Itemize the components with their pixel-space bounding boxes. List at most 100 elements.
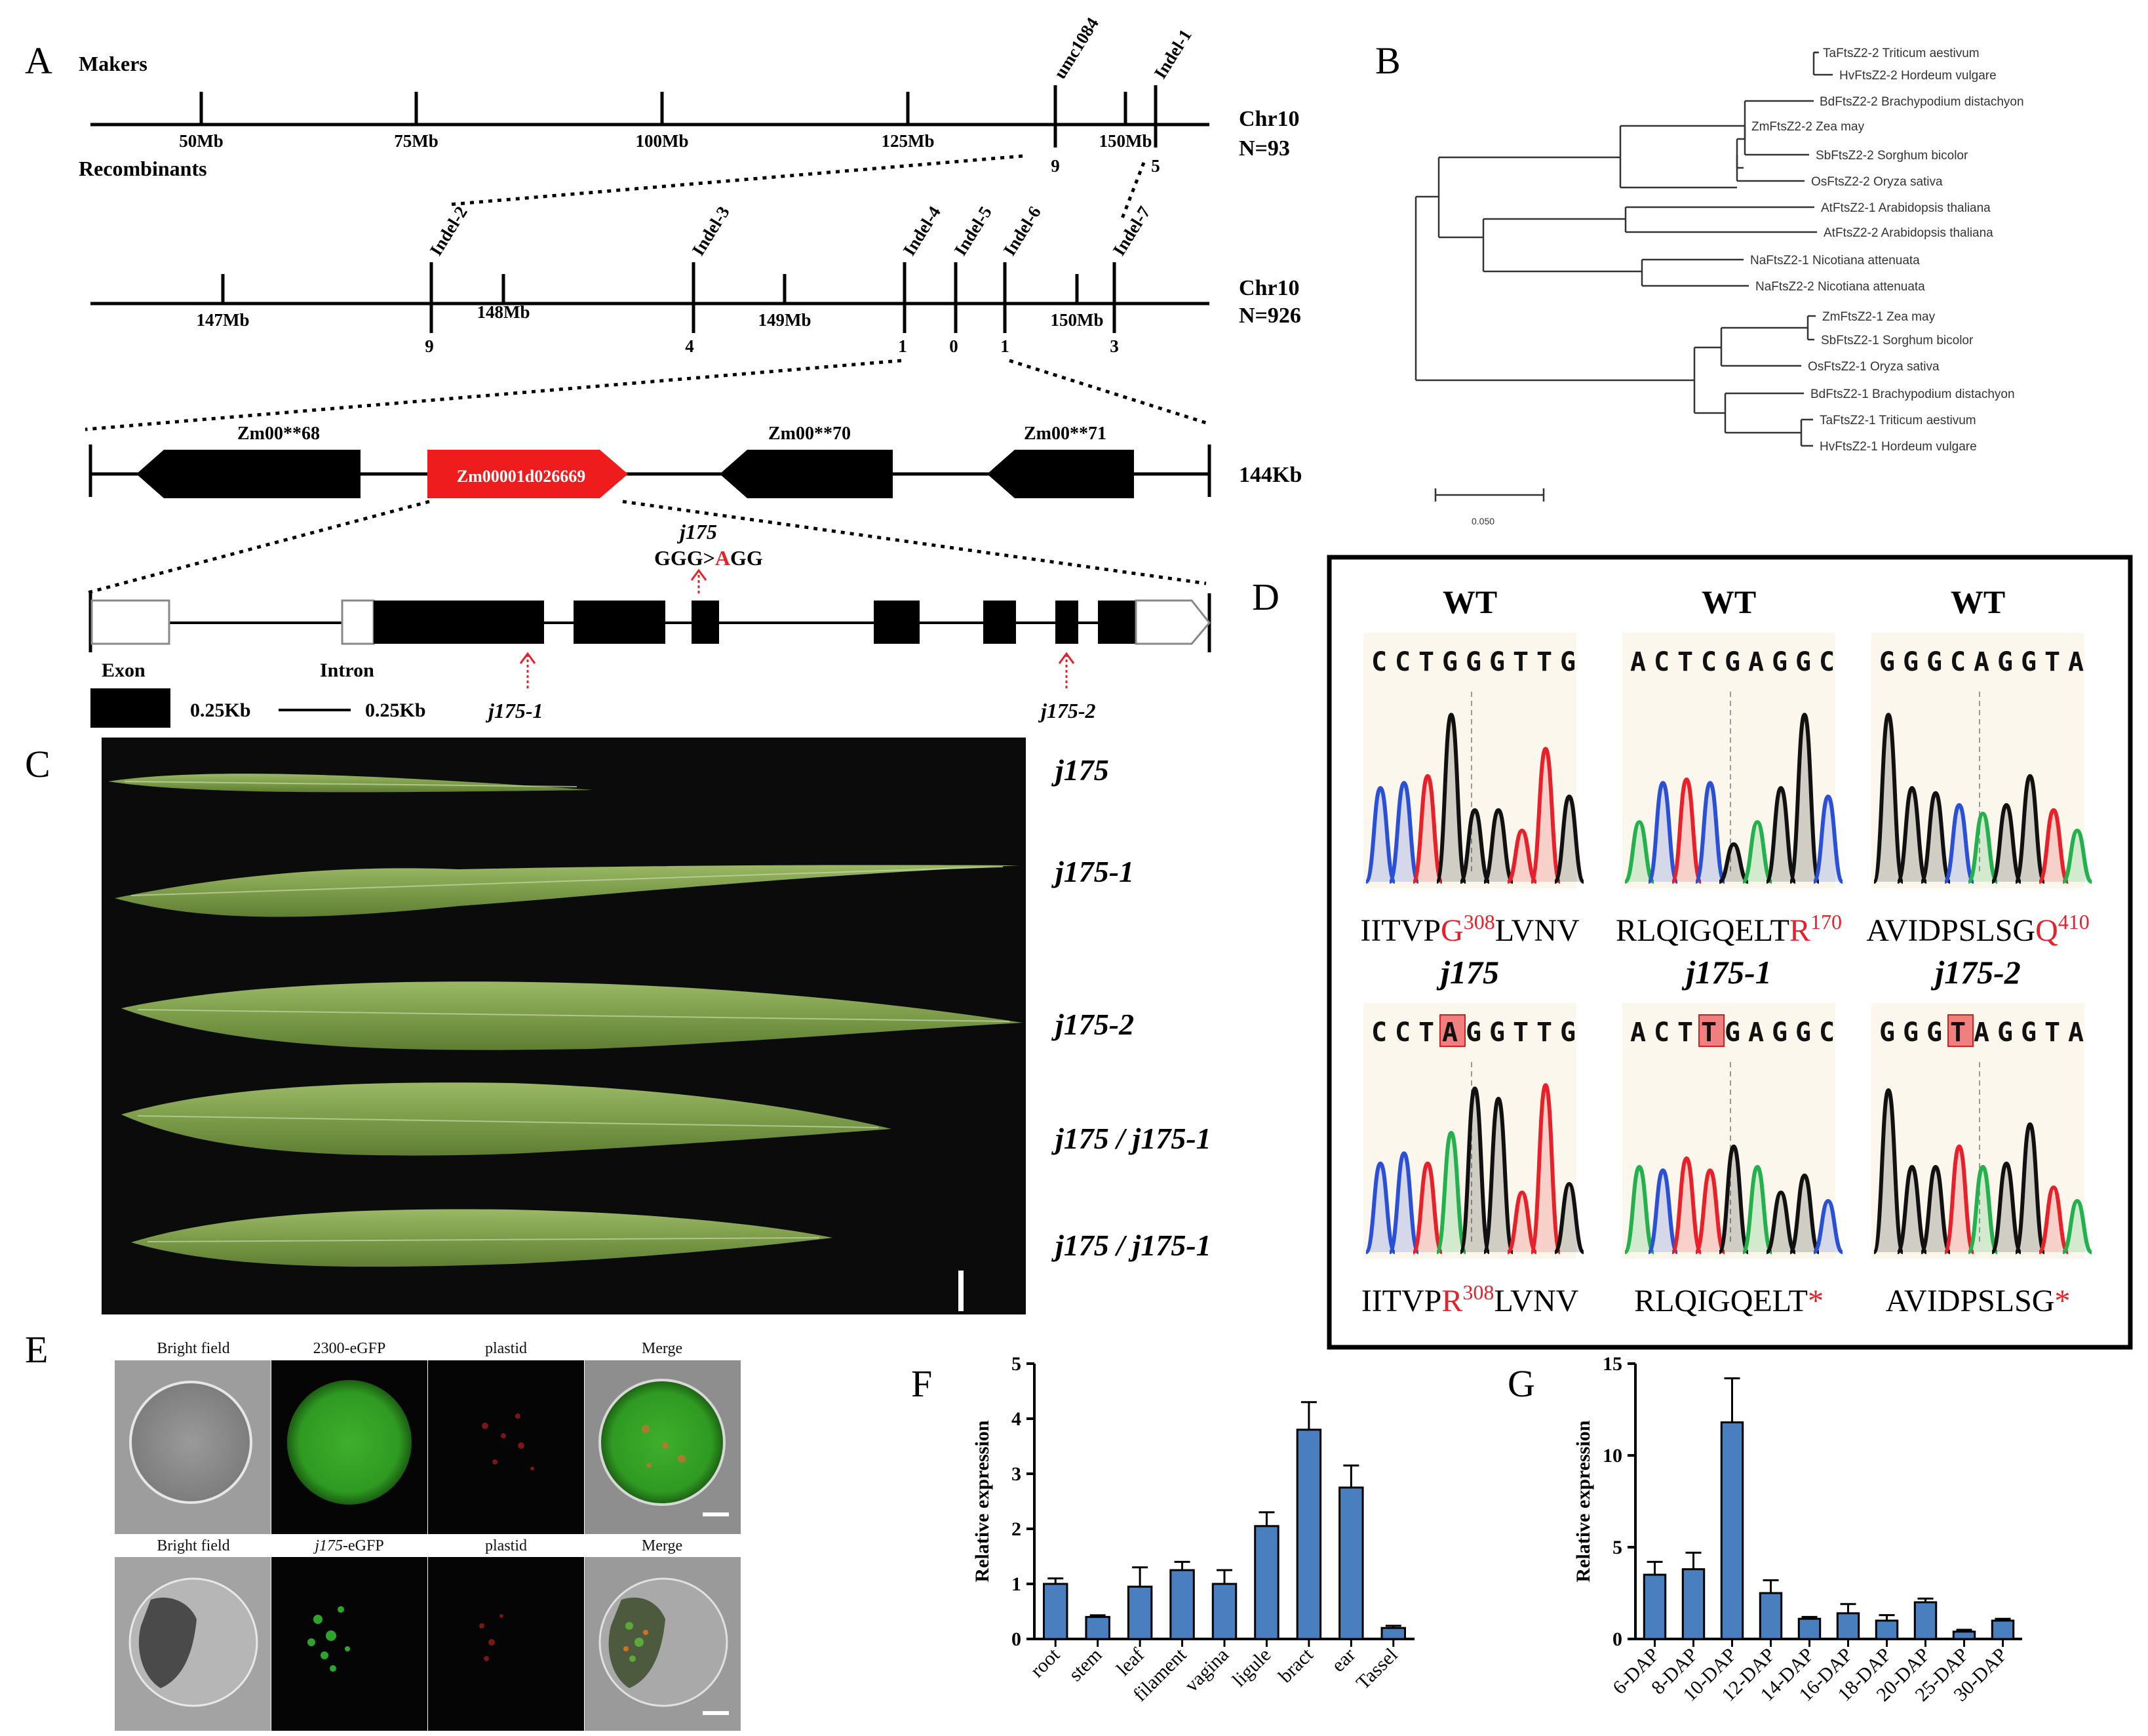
marker-indel-5: Indel-5 <box>950 203 996 259</box>
base-letter: G <box>1795 1017 1811 1048</box>
utr3-box <box>1135 599 1211 645</box>
leaf-j175 <box>108 774 593 793</box>
base-letter: T <box>1418 1017 1434 1048</box>
leaf-j175-j175-1-a <box>121 1082 891 1156</box>
chromatogram-peak <box>1670 1156 1703 1254</box>
base-letter: A <box>2068 1017 2084 1048</box>
chromatogram-peak <box>1670 777 1703 884</box>
chromatogram-peak <box>1694 781 1727 884</box>
population-size-926: N=926 <box>1239 304 1301 328</box>
gene-zm00-68 <box>136 450 361 498</box>
chromatogram-peak <box>1529 1083 1562 1254</box>
population-size-93: N=93 <box>1239 136 1290 161</box>
exon-5 <box>983 601 1016 644</box>
marker-indel-4: Indel-4 <box>899 203 945 259</box>
base-letter: C <box>1701 647 1717 677</box>
recomb-indel-7: 3 <box>1110 336 1119 356</box>
leaf-j175-j175-1-b <box>131 1209 832 1267</box>
base-letter: T <box>1536 647 1552 677</box>
base-letter: C <box>1371 647 1387 677</box>
recomb-indel-3: 4 <box>685 336 694 356</box>
base-letter: T <box>1677 647 1693 677</box>
leaf-j175-1 <box>115 865 1019 917</box>
base-letter: G <box>1560 647 1576 677</box>
base-letter: G <box>1466 647 1481 677</box>
base-letter: C <box>1950 647 1966 677</box>
chromatogram-peak <box>1788 1173 1821 1254</box>
base-letter: G <box>1997 1017 2013 1048</box>
header-bright-field-2: Bright field <box>157 1537 229 1554</box>
x-tick-label: ear <box>1327 1644 1359 1676</box>
bar <box>1952 1630 1976 1640</box>
base-letter: G <box>1442 647 1458 677</box>
gene-zm00-71 <box>987 450 1134 498</box>
y-tick-label: 3 <box>1011 1463 1021 1485</box>
y-tick-label: 10 <box>1603 1445 1622 1467</box>
base-letter: G <box>1489 647 1505 677</box>
base-letter: A <box>1974 1017 1989 1048</box>
bar <box>1991 1619 2015 1640</box>
exon-1 <box>374 601 544 644</box>
chromatogram-peak <box>1943 802 1976 884</box>
mutation-sequence: GGG>AGG <box>654 546 763 570</box>
chromatogram-peak <box>1718 842 1749 884</box>
tick-150mb-fine: 150Mb <box>1051 310 1104 330</box>
protein-sequence: AVIDPSLSG* <box>1886 1284 2071 1318</box>
header-merge-2: Merge <box>642 1537 682 1554</box>
base-letter: G <box>1997 647 2013 677</box>
base-letter: A <box>1748 647 1764 677</box>
chromatogram-peak <box>1553 1181 1585 1254</box>
tree-leaf-label: OsFtsZ2-1 Oryza sativa <box>1808 360 1940 374</box>
panel-e-microscopy: Bright field 2300-eGFP plastid Merge Bri… <box>115 1340 741 1731</box>
utr5-box-1 <box>90 599 170 645</box>
x-tick-label: stem <box>1064 1644 1106 1686</box>
tick-50mb: 50Mb <box>179 131 224 151</box>
base-letter: G <box>2021 647 2037 677</box>
protein-sequence: IITVPR308LVNV <box>1361 1280 1579 1318</box>
chromatogram-peak <box>1872 713 1905 884</box>
mutation-highlight <box>1439 1014 1466 1047</box>
tree-leaf-label: HvFtsZ2-1 Hordeum vulgare <box>1820 440 1977 454</box>
base-letter: C <box>1654 647 1670 677</box>
bar <box>1043 1583 1068 1640</box>
recomb-indel-6: 1 <box>1000 336 1009 356</box>
chromatogram-peak <box>1364 1161 1397 1254</box>
base-letter: G <box>1795 647 1811 677</box>
bar <box>1759 1592 1783 1640</box>
base-letter: T <box>1536 1017 1552 1048</box>
bar <box>1169 1569 1195 1640</box>
recomb-indel-4: 1 <box>898 336 907 356</box>
y-axis-label: Relative expression <box>971 1420 993 1582</box>
header-plastid-1: plastid <box>485 1340 527 1357</box>
chromatogram-peak <box>1694 1168 1727 1254</box>
marker-indel-3: Indel-3 <box>688 203 733 259</box>
chromatogram-peak <box>2061 1198 2093 1254</box>
chromatogram-peak <box>1966 1164 1999 1254</box>
base-letter: C <box>1395 647 1411 677</box>
panel-label-f: F <box>911 1362 932 1405</box>
chromatogram-panel <box>1622 1003 1835 1259</box>
tick-125mb: 125Mb <box>882 131 935 151</box>
chromatogram-peak <box>1919 791 1952 884</box>
panel-a-mapping: Makers Recombinants 50Mb 75Mb 100Mb 125M… <box>79 14 1302 728</box>
recomb-umc1084: 9 <box>1051 156 1060 176</box>
base-letter: C <box>1395 1017 1411 1048</box>
bar <box>1296 1429 1322 1640</box>
gene-zm00001d026669 <box>427 450 628 498</box>
tree-leaf-label: SbFtsZ2-1 Sorghum bicolor <box>1821 334 1974 347</box>
leaf-label-het-b: j175 / j175-1 <box>1051 1229 1211 1262</box>
panel-label-c: C <box>25 743 50 785</box>
chromatogram-peak <box>1741 1164 1774 1254</box>
leaf-label-j175-2: j175-2 <box>1051 1008 1134 1041</box>
chromatogram-peak <box>1872 1088 1905 1254</box>
marker-indel-2: Indel-2 <box>426 203 471 259</box>
exon-3 <box>692 601 719 644</box>
chromatogram-peak <box>1482 808 1515 884</box>
chr10-coarse-label: Chr10 <box>1239 107 1300 131</box>
scale-bar <box>958 1271 964 1311</box>
bar <box>1875 1619 1899 1640</box>
tree-leaf-label: AtFtsZ2-2 Arabidopsis thaliana <box>1824 226 1993 240</box>
base-letter: C <box>1819 1017 1835 1048</box>
